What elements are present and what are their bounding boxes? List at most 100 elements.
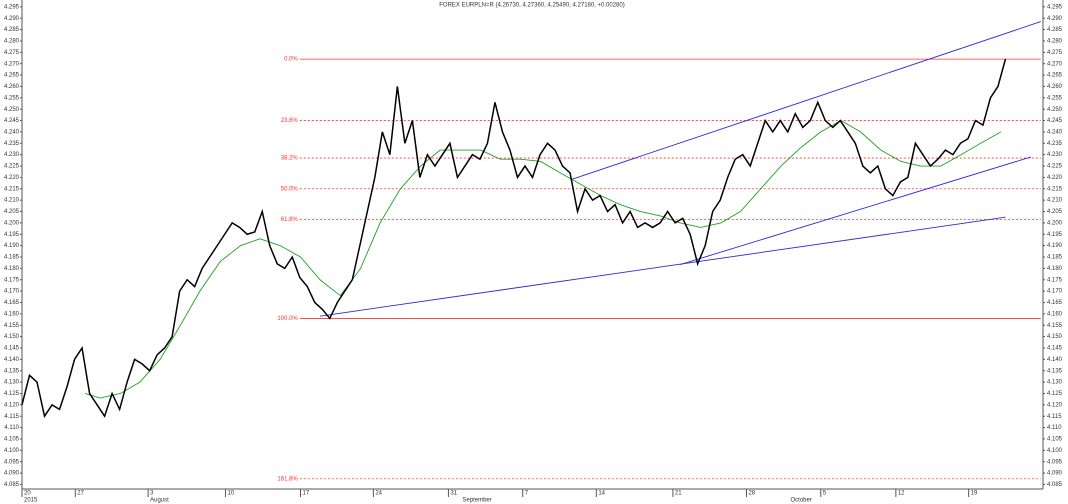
y-tick-label: 4.275 (1047, 50, 1063, 56)
y-tick-label: 4.105 (1047, 437, 1063, 443)
y-tick-label: 4.095 (1047, 459, 1063, 465)
y-tick-label: 4.270 (1047, 61, 1063, 67)
y-tick-label: 4.290 (1047, 16, 1063, 22)
y-tick-label: 4.090 (1047, 471, 1063, 477)
y-tick-label: 4.135 (1047, 368, 1063, 374)
y-tick-label: 4.140 (4, 357, 20, 363)
x-tick-label: 17 (303, 491, 310, 497)
x-tick-label: 12 (898, 491, 905, 497)
y-tick-label: 4.150 (1047, 334, 1063, 340)
trendline (680, 156, 1032, 265)
y-tick-label: 4.195 (4, 232, 20, 238)
x-tick-label: 7 (525, 491, 529, 497)
y-tick-label: 4.275 (4, 50, 20, 56)
y-tick-label: 4.160 (4, 311, 20, 317)
y-tick-label: 4.185 (4, 255, 20, 261)
y-tick-label: 4.220 (4, 175, 20, 181)
y-tick-label: 4.295 (1047, 4, 1063, 10)
y-tick-label: 4.100 (4, 448, 20, 454)
y-tick-label: 4.120 (4, 402, 20, 408)
y-tick-label: 4.285 (1047, 27, 1063, 33)
x-tick-label: 14 (598, 491, 605, 497)
trendline (319, 216, 1006, 317)
y-tick-label: 4.125 (1047, 391, 1063, 397)
y-tick-label: 4.205 (1047, 209, 1063, 215)
y-tick-label: 4.170 (4, 289, 20, 295)
y-tick-label: 4.280 (1047, 39, 1063, 45)
x-period-label: September (462, 498, 491, 504)
y-tick-label: 4.130 (4, 380, 20, 386)
y-tick-label: 4.100 (1047, 448, 1063, 454)
y-tick-label: 4.265 (4, 73, 20, 79)
x-tick-label: 19 (971, 491, 978, 497)
fib-label: 161.8% (277, 476, 298, 482)
x-tick-label: 27 (77, 491, 84, 497)
y-tick-label: 4.230 (1047, 152, 1063, 158)
y-tick-label: 4.210 (4, 198, 20, 204)
y-tick-label: 4.260 (1047, 84, 1063, 90)
y-tick-label: 4.255 (1047, 95, 1063, 101)
y-tick-label: 4.105 (4, 437, 20, 443)
y-tick-label: 4.175 (1047, 277, 1063, 283)
y-tick-label: 4.245 (4, 118, 20, 124)
series-line (21, 58, 1007, 419)
x-tick-label: 5 (823, 491, 827, 497)
y-tick-label: 4.270 (4, 61, 20, 67)
y-tick-label: 4.290 (4, 16, 20, 22)
y-tick-label: 4.205 (4, 209, 20, 215)
y-tick-label: 4.160 (1047, 311, 1063, 317)
y-tick-label: 4.155 (4, 323, 20, 329)
y-tick-label: 4.165 (1047, 300, 1063, 306)
y-tick-label: 4.250 (1047, 107, 1063, 113)
trendline (570, 21, 1041, 181)
y-tick-label: 4.150 (4, 334, 20, 340)
y-tick-label: 4.095 (4, 459, 20, 465)
y-tick-label: 4.115 (4, 414, 19, 420)
y-tick-label: 4.225 (1047, 164, 1063, 170)
y-tick-label: 4.240 (4, 129, 20, 135)
x-period-label: 2015 (24, 498, 38, 504)
y-tick-label: 4.295 (4, 4, 20, 10)
y-tick-label: 4.210 (1047, 198, 1063, 204)
y-tick-label: 4.185 (1047, 255, 1063, 261)
y-tick-label: 4.180 (1047, 266, 1063, 272)
y-tick-label: 4.115 (1047, 414, 1062, 420)
y-tick-label: 4.235 (1047, 141, 1063, 147)
y-tick-label: 4.215 (1047, 186, 1063, 192)
y-tick-label: 4.230 (4, 152, 20, 158)
y-tick-label: 4.125 (4, 391, 20, 397)
fib-label: 100.0% (277, 316, 298, 322)
y-tick-label: 4.240 (1047, 129, 1063, 135)
y-tick-label: 4.110 (1047, 425, 1062, 431)
x-tick-label: 28 (748, 491, 755, 497)
y-tick-label: 4.120 (1047, 402, 1063, 408)
y-tick-label: 4.170 (1047, 289, 1063, 295)
x-tick-label: 31 (450, 491, 457, 497)
y-tick-label: 4.090 (4, 471, 20, 477)
y-tick-label: 4.200 (4, 220, 20, 226)
y-tick-label: 4.155 (1047, 323, 1063, 329)
chart-title: FOREX EURPLN=R (4.26730, 4.27360, 4.2549… (439, 3, 624, 9)
y-tick-label: 4.145 (1047, 346, 1063, 352)
y-tick-label: 4.085 (4, 482, 20, 488)
y-tick-label: 4.225 (4, 164, 20, 170)
y-tick-label: 4.180 (4, 266, 20, 272)
y-tick-label: 4.165 (4, 300, 20, 306)
x-period-label: October (791, 498, 812, 504)
series-line (84, 120, 1002, 399)
y-tick-label: 4.110 (4, 425, 19, 431)
y-tick-label: 4.285 (4, 27, 20, 33)
x-period-label: August (150, 498, 169, 504)
y-tick-label: 4.235 (4, 141, 20, 147)
fib-label: 38.2% (281, 156, 299, 162)
x-tick-label: 21 (675, 491, 682, 497)
y-tick-label: 4.195 (1047, 232, 1063, 238)
y-tick-label: 4.280 (4, 39, 20, 45)
y-tick-label: 4.255 (4, 95, 20, 101)
y-tick-label: 4.135 (4, 368, 20, 374)
y-tick-label: 4.175 (4, 277, 20, 283)
y-tick-label: 4.200 (1047, 220, 1063, 226)
fib-label: 50.0% (281, 186, 299, 192)
